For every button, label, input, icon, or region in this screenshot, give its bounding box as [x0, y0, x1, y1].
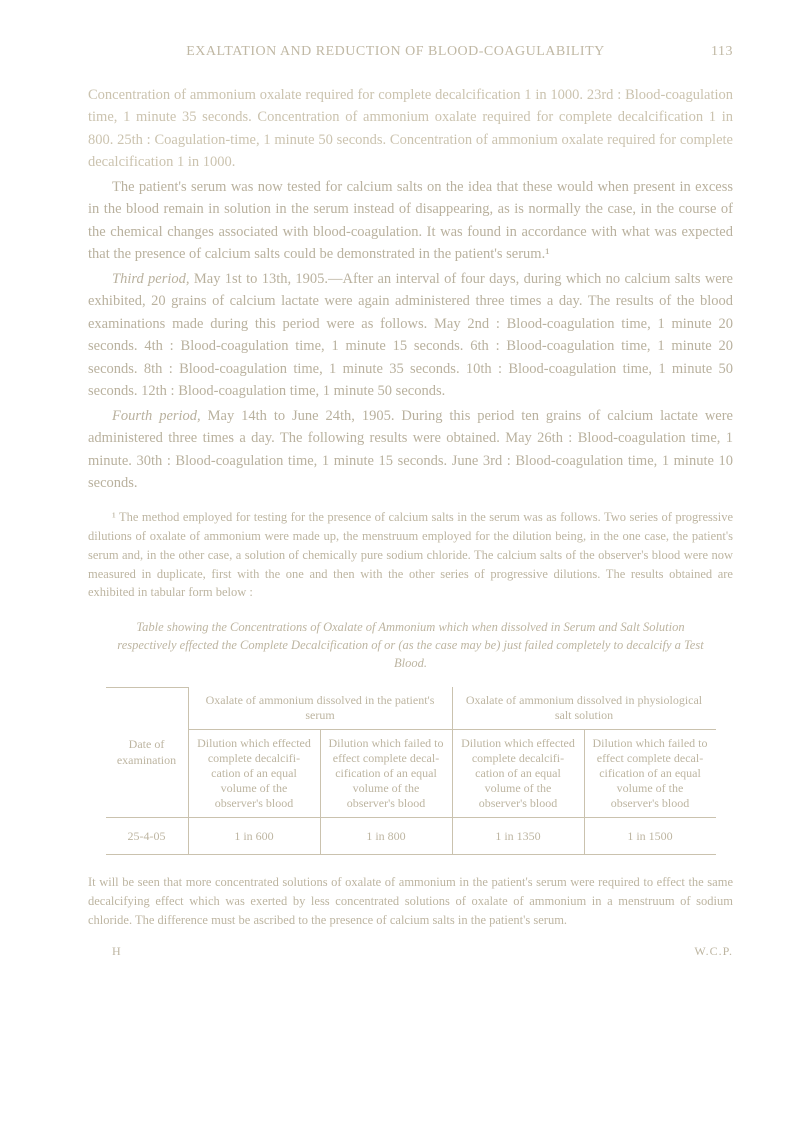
paragraph-2: The patient's serum was now tested for c… — [88, 176, 733, 266]
signature-row: H W.C.P. — [88, 944, 733, 959]
col-group-a: Oxalate of ammonium dissolved in the pat… — [188, 687, 452, 730]
row-header: Date of exami­nation — [106, 687, 189, 818]
col-header-4: Dilution which failed to effect complete… — [584, 730, 716, 818]
cell-v3: 1 in 1350 — [452, 818, 584, 855]
running-title: EXALTATION AND REDUCTION OF BLOOD-COAGUL… — [186, 44, 605, 59]
table-caption: Table showing the Concentrations of Oxal… — [112, 618, 709, 672]
page: EXALTATION AND REDUCTION OF BLOOD-COAGUL… — [0, 0, 801, 1131]
tail-note: It will be seen that more concentrated s… — [88, 873, 733, 929]
sig-right: W.C.P. — [694, 944, 733, 959]
table-row: Dilution which effected com­plete decalc… — [106, 730, 716, 818]
cell-v2: 1 in 800 — [320, 818, 452, 855]
sig-left: H — [88, 944, 122, 959]
col-group-b: Oxalate of ammonium dissolved in physiol… — [452, 687, 716, 730]
col-header-2: Dilution which failed to effect complete… — [320, 730, 452, 818]
col-header-3: Dilution which effected com­plete decalc… — [452, 730, 584, 818]
table-row: Date of exami­nation Oxalate of ammonium… — [106, 687, 716, 730]
running-head: EXALTATION AND REDUCTION OF BLOOD-COAGUL… — [88, 44, 733, 60]
footnote: ¹ The method employed for testing for th… — [88, 508, 733, 602]
period-label-3: Third period, — [112, 271, 190, 287]
cell-v4: 1 in 1500 — [584, 818, 716, 855]
period-label-4: Fourth period, — [112, 408, 201, 424]
table-row: 25-4-05 1 in 600 1 in 800 1 in 1350 1 in… — [106, 818, 716, 855]
cell-date: 25-4-05 — [106, 818, 189, 855]
paragraph-1: Concentration of ammonium oxalate requir… — [88, 84, 733, 174]
page-number: 113 — [703, 44, 733, 60]
paragraph-3-body: May 1st to 13th, 1905.—After an interval… — [88, 271, 733, 399]
cell-v1: 1 in 600 — [188, 818, 320, 855]
paragraph-4: Fourth period, May 14th to June 24th, 19… — [88, 405, 733, 495]
col-header-1: Dilution which effected com­plete decalc… — [188, 730, 320, 818]
data-table: Date of exami­nation Oxalate of ammonium… — [106, 687, 716, 856]
paragraph-3: Third period, May 1st to 13th, 1905.—Aft… — [88, 268, 733, 403]
